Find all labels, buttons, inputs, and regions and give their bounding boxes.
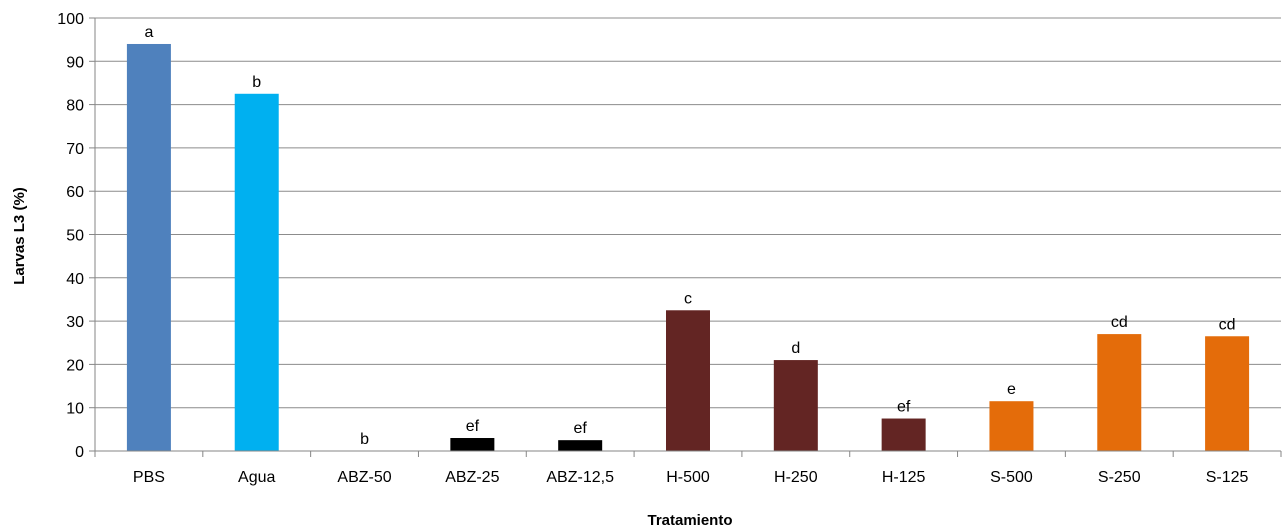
bar-H-500 [666,310,710,451]
data-label: b [360,431,369,448]
x-tick-label: S-125 [1206,469,1249,486]
bars [126,43,1250,452]
data-label: b [252,74,261,91]
data-label: a [144,24,153,41]
x-axis-title: Tratamiento [647,512,732,529]
x-tick-label: H-125 [882,469,926,486]
x-tick-label: S-500 [990,469,1033,486]
bar-H-250 [773,360,818,451]
data-label: ef [574,420,588,437]
y-tick-label: 90 [66,54,84,71]
y-tick-label: 40 [66,271,84,288]
data-label: e [1007,381,1016,398]
data-label: ef [897,399,911,416]
x-tick-label: ABZ-25 [445,469,499,486]
bar-H-125 [881,418,926,451]
y-tick-label: 50 [66,228,84,245]
data-label: cd [1219,316,1236,333]
x-tick-label: H-500 [666,469,710,486]
y-tick-label: 10 [66,401,84,418]
data-label: c [684,290,692,307]
x-tick-label: ABZ-50 [337,469,391,486]
data-label: d [791,340,800,357]
data-label: ef [466,418,480,435]
y-tick-label: 30 [66,314,84,331]
x-tick-label: ABZ-12,5 [546,469,614,486]
bar-Agua [234,93,279,452]
x-tick-label: H-250 [774,469,818,486]
bar-S-250 [1097,334,1142,451]
y-tick-label: 0 [75,444,84,461]
bar-PBS [126,43,171,451]
gridlines [95,17,1281,409]
y-tick-label: 70 [66,141,84,158]
x-tick-label: PBS [133,469,165,486]
y-tick-labels: 0 10 20 30 40 50 60 70 80 90 100 [57,11,84,461]
x-tick-labels: PBS Agua ABZ-50 ABZ-25 ABZ-12,5 H-500 H-250 H-1… [133,469,1249,486]
axes [89,17,1282,457]
data-label: cd [1111,314,1128,331]
y-tick-label: 20 [66,357,84,374]
bar-ABZ-12,5 [558,440,603,451]
bar-S-125 [1205,336,1250,451]
y-tick-label: 100 [57,11,84,28]
y-tick-label: 60 [66,184,84,201]
x-tick-label: Agua [238,469,275,486]
bar-ABZ-25 [450,438,495,451]
y-axis-title: Larvas L3 (%) [11,187,28,285]
y-tick-label: 80 [66,98,84,115]
x-tick-label: S-250 [1098,469,1141,486]
bar-S-500 [989,401,1034,451]
